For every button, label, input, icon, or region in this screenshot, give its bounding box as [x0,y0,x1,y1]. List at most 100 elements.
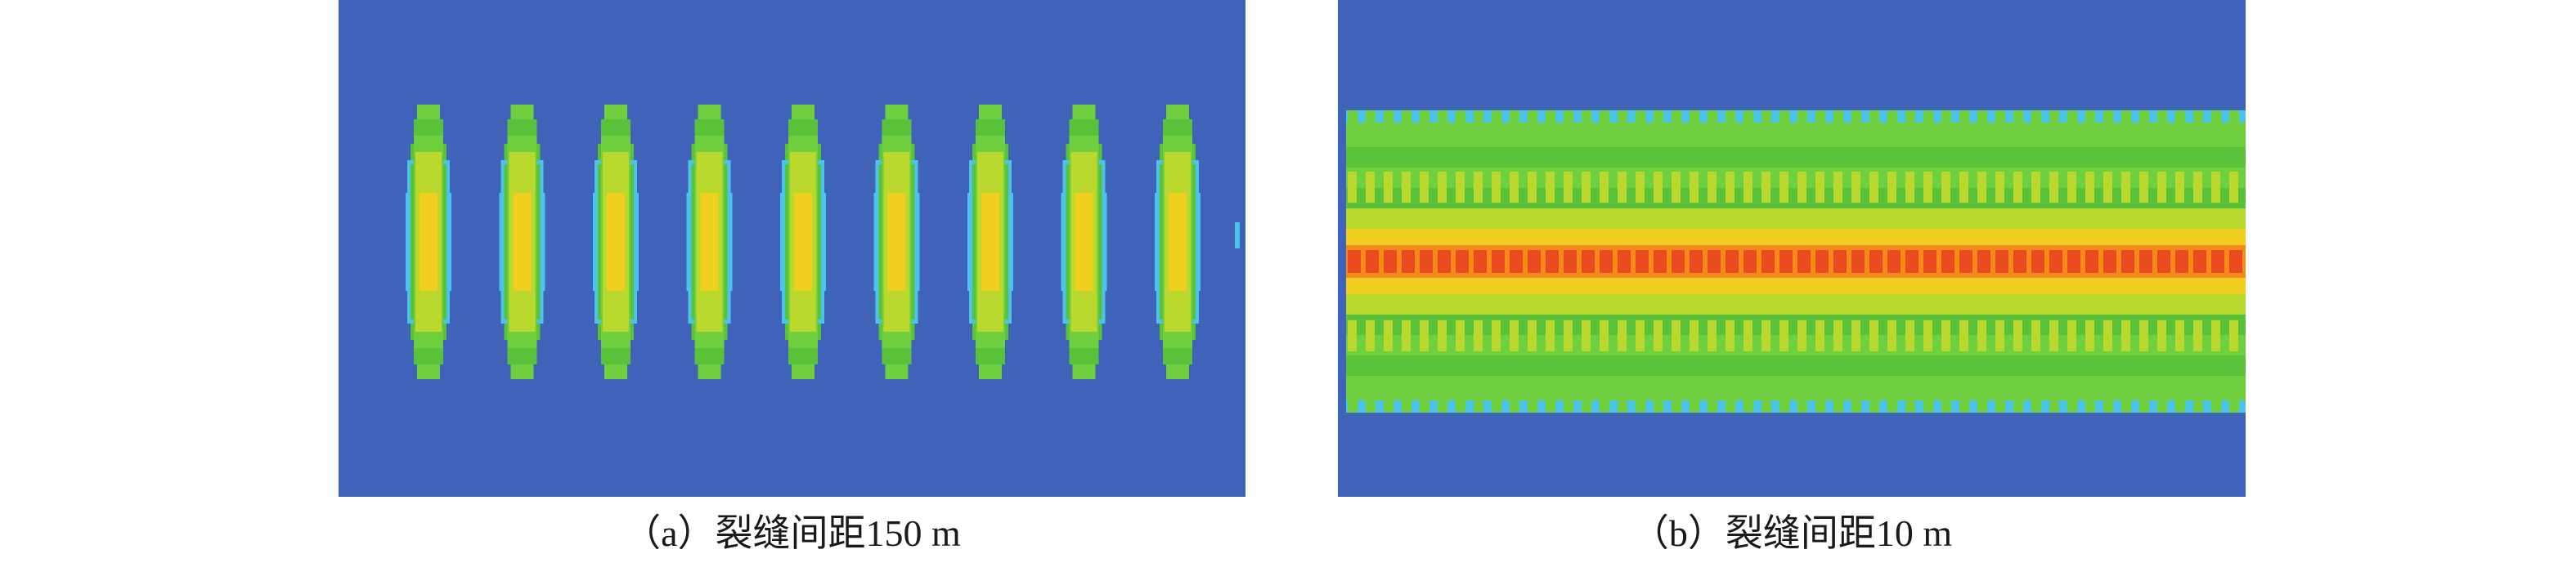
band-cell [2013,172,2022,203]
core-cell [1690,250,1703,273]
core-cell [1726,250,1739,273]
core-cell [1779,250,1793,273]
edge-tooth [1779,388,1789,413]
band-cell [1905,320,1914,351]
band-cell [1690,320,1699,351]
core-cell [2229,250,2242,273]
band-cell [1941,320,1950,351]
contour-step [608,213,623,270]
panel-b-contour-field [1338,0,2246,497]
band-cell [1905,172,1914,203]
band-cell [1600,320,1609,351]
contour-step [514,213,530,270]
band-cell [2121,320,2130,351]
edge-tooth [1636,110,1645,135]
contour-step [702,213,717,270]
core-cell [1833,250,1847,273]
edge-tooth [2121,388,2131,413]
band-cell [1708,320,1717,351]
panel-a-contour-field [339,0,1245,497]
edge-tooth [1348,388,1358,413]
edge-tooth [1600,388,1609,413]
edge-tooth [1797,388,1807,413]
fracture-ellipse [1061,105,1107,379]
panel-b-plot [1338,0,2246,497]
band-cell [1456,172,1465,203]
band-cell [1833,320,1842,351]
core-cell [2193,250,2206,273]
core-cell [1941,250,1954,273]
band-cell [1797,172,1806,203]
edge-tooth [1492,388,1501,413]
band-cell [1636,172,1645,203]
edge-tooth [2193,110,2203,135]
edge-tooth [1510,388,1519,413]
core-cell [2103,250,2116,273]
band-cell [1869,320,1878,351]
edge-tooth [2103,388,2113,413]
edge-tooth [1726,110,1735,135]
core-cell [1492,250,1505,273]
edge-tooth [2139,388,2149,413]
edge-tooth [1761,388,1771,413]
panel-b-caption: （b）裂缝间距10 m [1631,512,1953,554]
band-cell [1941,172,1950,203]
band-cell [1582,172,1591,203]
edge-tooth [1690,110,1699,135]
edge-tooth [1995,110,2005,135]
core-cell [2157,250,2170,273]
edge-tooth [1474,110,1483,135]
edge-tooth [1851,388,1861,413]
band-cell [1851,172,1860,203]
contour-step [889,213,904,270]
edge-tooth [1420,388,1429,413]
core-cell [1348,250,1361,273]
band-cell [1492,320,1501,351]
band-cell [1564,320,1573,351]
core-cell [1869,250,1883,273]
band-cell [1851,320,1860,351]
band-cell [2121,172,2130,203]
band-cell [1887,172,1896,203]
core-cell [1672,250,1685,273]
edge-tooth [1474,388,1483,413]
band-cell [1672,172,1681,203]
core-cell [2031,250,2044,273]
core-cell [2067,250,2080,273]
band-cell [1456,320,1465,351]
edge-tooth [2013,388,2023,413]
band-cell [1672,320,1681,351]
edge-tooth [1708,388,1717,413]
core-cell [1456,250,1469,273]
core-cell [1528,250,1541,273]
contour-step [796,213,810,270]
core-cell [1582,250,1595,273]
edge-tooth [1905,110,1915,135]
core-cell [1815,250,1829,273]
edge-tooth [1744,110,1753,135]
band-cell [1726,320,1735,351]
core-cell [1366,250,1379,273]
edge-tooth [1384,110,1393,135]
edge-tooth [1510,110,1519,135]
band-cell [1510,172,1519,203]
core-cell [2211,250,2224,273]
edge-tooth [1672,388,1681,413]
band-cell [2013,320,2022,351]
edge-tooth [1887,388,1897,413]
band-cell [2049,320,2058,351]
core-cell [1546,250,1559,273]
edge-tooth [1959,388,1969,413]
edge-tooth [1833,110,1843,135]
edge-tooth [2121,110,2131,135]
band-cell [1564,172,1573,203]
edge-tooth [1923,388,1933,413]
edge-tooth [1582,110,1591,135]
edge-tooth [1690,388,1699,413]
contour-step [983,213,998,270]
edge-tooth [1456,388,1465,413]
core-cell [1797,250,1811,273]
core-cell [1474,250,1487,273]
edge-tooth [2211,388,2221,413]
core-cell [2013,250,2026,273]
